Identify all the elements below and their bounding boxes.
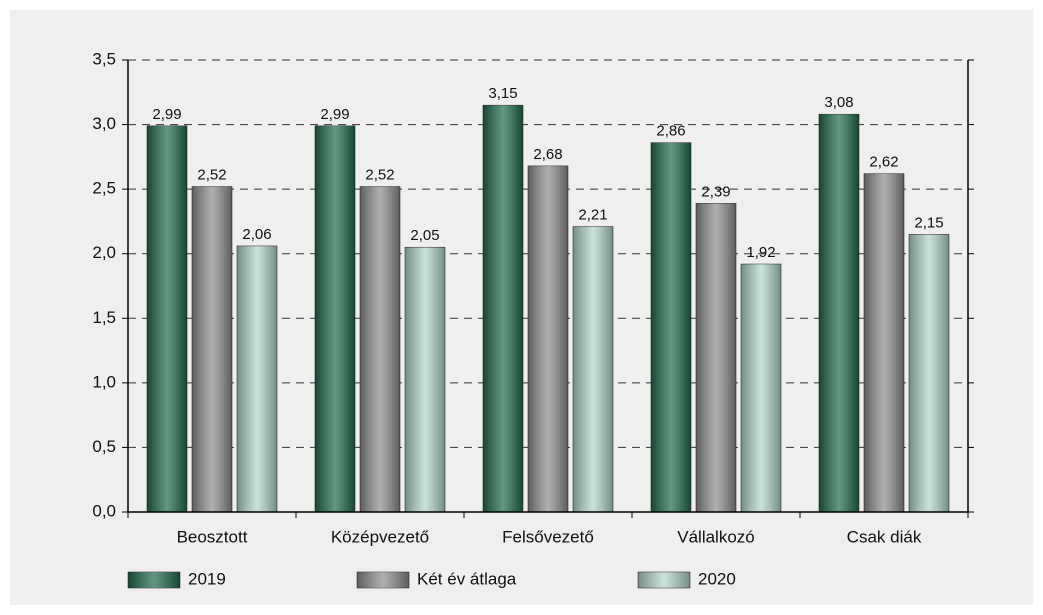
legend-swatch-shine <box>638 572 690 588</box>
y-tick-label: 3,0 <box>92 114 116 133</box>
bar-shine <box>573 226 613 512</box>
bar-shine <box>483 105 523 512</box>
value-label: 2,62 <box>869 154 898 171</box>
x-tick-label: Felsővezető <box>502 527 594 546</box>
value-label: 2,05 <box>410 227 439 244</box>
bar-shine <box>819 114 859 513</box>
bar-shine <box>864 173 904 512</box>
value-label: 3,08 <box>824 94 853 111</box>
bar-shine <box>237 245 277 513</box>
value-label: 3,15 <box>488 85 517 102</box>
legend-label: Két év átlaga <box>417 569 517 588</box>
value-label: 2,39 <box>701 183 730 200</box>
legend-swatch-shine <box>357 572 409 588</box>
value-label: 2,15 <box>914 214 943 231</box>
y-tick-label: 3,5 <box>92 49 116 68</box>
value-label: 1,92 <box>746 244 775 261</box>
value-label: 2,06 <box>242 226 271 243</box>
value-label: 2,52 <box>197 167 226 184</box>
bar-shine <box>528 165 568 512</box>
y-tick-label: 2,0 <box>92 243 116 262</box>
bar-shine <box>315 125 355 512</box>
value-label: 2,21 <box>578 207 607 224</box>
value-label: 2,99 <box>152 106 181 123</box>
bar-shine <box>147 125 187 512</box>
value-label: 2,52 <box>365 167 394 184</box>
value-label: 2,68 <box>533 146 562 163</box>
x-tick-label: Középvezető <box>331 527 429 546</box>
legend-swatch-shine <box>128 572 180 588</box>
bar-shine <box>360 186 400 512</box>
y-tick-label: 0,0 <box>92 501 116 520</box>
bar-shine <box>405 247 445 512</box>
x-tick-label: Vállalkozó <box>677 527 755 546</box>
bar-shine <box>696 203 736 512</box>
bar-shine <box>192 186 232 512</box>
y-tick-label: 1,0 <box>92 372 116 391</box>
y-tick-label: 2,5 <box>92 179 116 198</box>
y-tick-label: 0,5 <box>92 437 116 456</box>
y-tick-label: 1,5 <box>92 308 116 327</box>
value-label: 2,99 <box>320 106 349 123</box>
x-tick-label: Csak diák <box>847 527 922 546</box>
bar-shine <box>651 142 691 512</box>
bar-shine <box>741 264 781 512</box>
x-tick-label: Beosztott <box>177 527 248 546</box>
value-label: 2,86 <box>656 123 685 140</box>
legend-label: 2019 <box>188 569 226 588</box>
bar-shine <box>909 234 949 513</box>
legend-label: 2020 <box>698 569 736 588</box>
